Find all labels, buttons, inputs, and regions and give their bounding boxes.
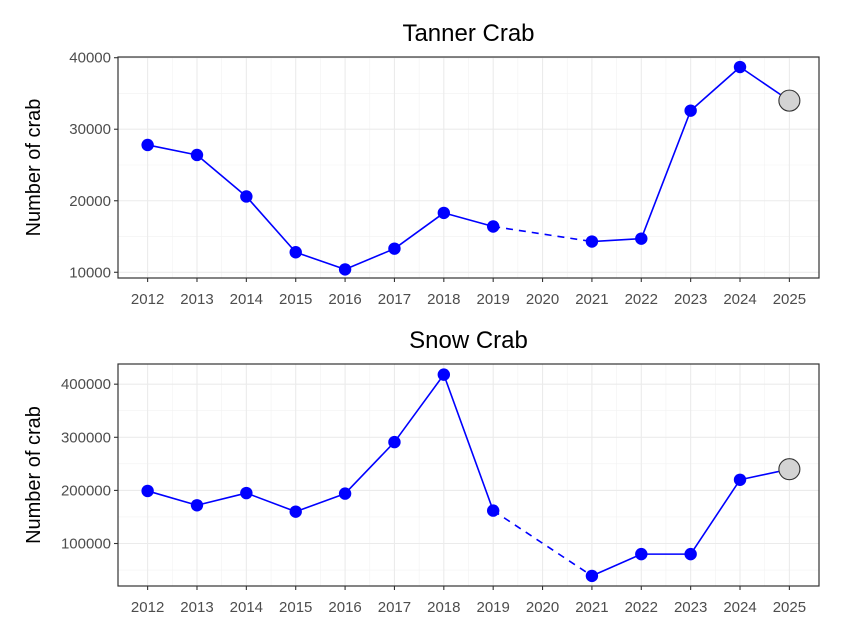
x-tick-label: 2019 — [476, 291, 509, 308]
series-line-segment — [591, 553, 642, 577]
series-line-segment — [393, 374, 445, 443]
data-point — [289, 246, 302, 259]
x-tick-label: 2016 — [328, 599, 361, 616]
x-tick-label: 2019 — [476, 599, 509, 616]
series-line-segment — [443, 212, 494, 228]
data-point — [240, 190, 253, 203]
data-point-projected — [778, 458, 801, 481]
x-tick-label: 2023 — [674, 599, 707, 616]
series-line-segment — [689, 479, 741, 555]
x-tick-label: 2013 — [180, 291, 213, 308]
series-line-segment — [344, 441, 396, 495]
series-line-segment — [245, 195, 297, 253]
x-tick-label: 2013 — [180, 599, 213, 616]
series-line-segment — [295, 251, 346, 271]
data-point — [684, 104, 697, 117]
y-axis-title: Number of crab — [23, 99, 45, 237]
y-tick-label: 300000 — [61, 429, 111, 446]
data-point — [190, 499, 204, 512]
x-tick-label: 2017 — [378, 291, 411, 308]
y-tick-label: 30000 — [69, 121, 111, 138]
data-point — [486, 220, 500, 233]
x-tick-label: 2020 — [526, 599, 559, 616]
data-point — [437, 206, 451, 220]
series-line-segment — [196, 492, 247, 507]
x-tick-label: 2024 — [723, 599, 756, 616]
data-point — [190, 148, 204, 162]
y-tick-label: 100000 — [61, 536, 111, 553]
data-point — [338, 487, 352, 500]
data-point — [141, 484, 154, 498]
series-line-segment — [640, 110, 692, 239]
data-point — [289, 505, 302, 518]
x-tick-label: 2015 — [279, 599, 312, 616]
x-tick-label: 2014 — [230, 599, 263, 616]
series-line-segment — [147, 144, 198, 156]
x-tick-label: 2021 — [575, 599, 608, 616]
x-tick-label: 2014 — [230, 291, 263, 308]
data-point — [635, 547, 648, 561]
x-tick-label: 2018 — [427, 599, 460, 616]
x-tick-label: 2012 — [131, 599, 164, 616]
series-gap-segment — [493, 225, 593, 243]
data-point — [733, 473, 747, 486]
panel-snow: 100000 200000 300000 400000 2012 2013 2014 2015… — [23, 327, 820, 616]
data-point-projected — [778, 89, 801, 112]
panel-border — [117, 56, 820, 279]
series-line-segment — [147, 490, 198, 507]
y-tick-label: 400000 — [61, 376, 111, 393]
series-line-segment — [690, 66, 741, 112]
data-point — [338, 263, 352, 276]
data-point — [240, 486, 253, 500]
data-point — [388, 242, 401, 255]
panel-border — [117, 363, 820, 587]
x-tick-label: 2023 — [674, 291, 707, 308]
data-point — [585, 569, 599, 583]
x-tick-label: 2012 — [131, 291, 164, 308]
y-tick-label: 20000 — [69, 193, 111, 210]
series-line-segment — [591, 237, 642, 243]
x-tick-label: 2025 — [773, 291, 806, 308]
data-point — [437, 368, 451, 381]
x-tick-label: 2021 — [575, 291, 608, 308]
series-line-segment — [344, 247, 395, 271]
series-line-segment — [196, 154, 247, 198]
series-line-segment — [443, 374, 494, 511]
x-tick-label: 2017 — [378, 599, 411, 616]
x-tick-label: 2016 — [328, 291, 361, 308]
data-point — [388, 435, 401, 449]
series-line-segment — [295, 492, 346, 513]
data-point — [733, 60, 747, 74]
y-tick-label: 10000 — [69, 264, 111, 281]
panel-title: Snow Crab — [409, 327, 528, 354]
x-tick-label: 2020 — [526, 291, 559, 308]
y-axis-title: Number of crab — [23, 406, 45, 544]
data-point — [486, 504, 500, 517]
y-tick-label: 200000 — [61, 482, 111, 499]
x-tick-label: 2018 — [427, 291, 460, 308]
x-tick-label: 2022 — [625, 599, 658, 616]
data-point — [635, 232, 648, 245]
x-tick-label: 2015 — [279, 291, 312, 308]
series-gap-segment — [492, 509, 593, 577]
data-point — [684, 547, 697, 561]
data-point — [585, 235, 599, 248]
panel-tanner: 10000 20000 30000 40000 2012 2013 2014 2015 2016… — [23, 20, 820, 308]
series-line-segment — [393, 212, 445, 250]
panel-title: Tanner Crab — [402, 20, 534, 47]
x-tick-label: 2024 — [723, 291, 756, 308]
x-tick-label: 2022 — [625, 291, 658, 308]
data-point — [141, 138, 154, 152]
y-tick-label: 40000 — [69, 50, 111, 67]
x-tick-label: 2025 — [773, 599, 806, 616]
series-line-segment — [246, 492, 297, 513]
